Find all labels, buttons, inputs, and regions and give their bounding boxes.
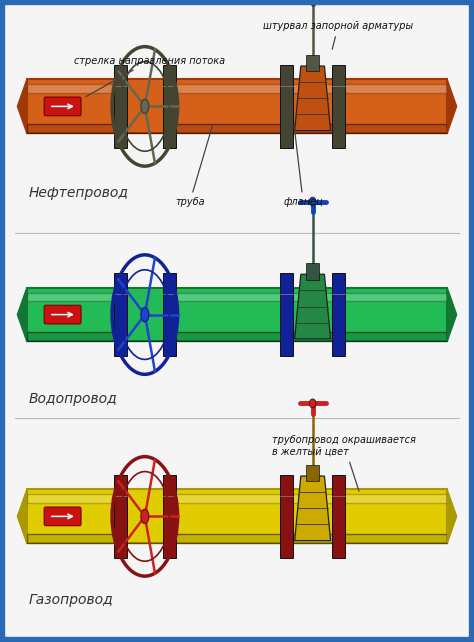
FancyBboxPatch shape: [127, 491, 163, 542]
FancyBboxPatch shape: [332, 65, 345, 148]
Text: фланец: фланец: [283, 125, 323, 207]
Polygon shape: [295, 274, 330, 339]
FancyBboxPatch shape: [27, 494, 447, 503]
Polygon shape: [17, 288, 27, 342]
Polygon shape: [447, 489, 457, 543]
Polygon shape: [17, 489, 27, 543]
Polygon shape: [17, 80, 27, 134]
Circle shape: [310, 197, 316, 206]
Polygon shape: [295, 66, 330, 130]
Polygon shape: [447, 288, 457, 342]
Ellipse shape: [141, 100, 149, 114]
Text: трубопровод окрашивается
в желтый цвет: трубопровод окрашивается в желтый цвет: [273, 435, 416, 491]
Text: Нефтепровод: Нефтепровод: [29, 186, 129, 200]
FancyBboxPatch shape: [27, 288, 447, 342]
FancyBboxPatch shape: [127, 289, 163, 340]
FancyBboxPatch shape: [27, 332, 447, 342]
FancyBboxPatch shape: [332, 273, 345, 356]
FancyBboxPatch shape: [44, 97, 81, 116]
FancyBboxPatch shape: [27, 84, 447, 93]
FancyBboxPatch shape: [44, 507, 81, 526]
Text: труба: труба: [175, 125, 212, 207]
FancyBboxPatch shape: [27, 124, 447, 134]
FancyBboxPatch shape: [307, 55, 319, 71]
FancyBboxPatch shape: [114, 273, 127, 356]
Text: Водопровод: Водопровод: [29, 392, 118, 406]
FancyBboxPatch shape: [163, 474, 176, 558]
FancyBboxPatch shape: [163, 273, 176, 356]
FancyBboxPatch shape: [127, 81, 163, 132]
FancyBboxPatch shape: [114, 65, 127, 148]
FancyBboxPatch shape: [280, 474, 293, 558]
FancyBboxPatch shape: [114, 474, 127, 558]
Text: Газопровод: Газопровод: [29, 593, 114, 607]
FancyBboxPatch shape: [27, 80, 447, 134]
FancyBboxPatch shape: [163, 65, 176, 148]
Text: стрелка направления потока: стрелка направления потока: [74, 56, 225, 97]
FancyBboxPatch shape: [27, 489, 447, 543]
Text: штурвал запорной арматуры: штурвал запорной арматуры: [263, 21, 413, 49]
Polygon shape: [447, 80, 457, 134]
Polygon shape: [295, 476, 330, 541]
FancyBboxPatch shape: [332, 474, 345, 558]
FancyBboxPatch shape: [27, 293, 447, 301]
FancyBboxPatch shape: [27, 534, 447, 543]
FancyBboxPatch shape: [307, 263, 319, 280]
FancyBboxPatch shape: [280, 65, 293, 148]
Ellipse shape: [141, 509, 149, 524]
Circle shape: [310, 399, 316, 408]
FancyBboxPatch shape: [44, 306, 81, 324]
Ellipse shape: [141, 308, 149, 322]
FancyBboxPatch shape: [280, 273, 293, 356]
FancyBboxPatch shape: [307, 465, 319, 482]
